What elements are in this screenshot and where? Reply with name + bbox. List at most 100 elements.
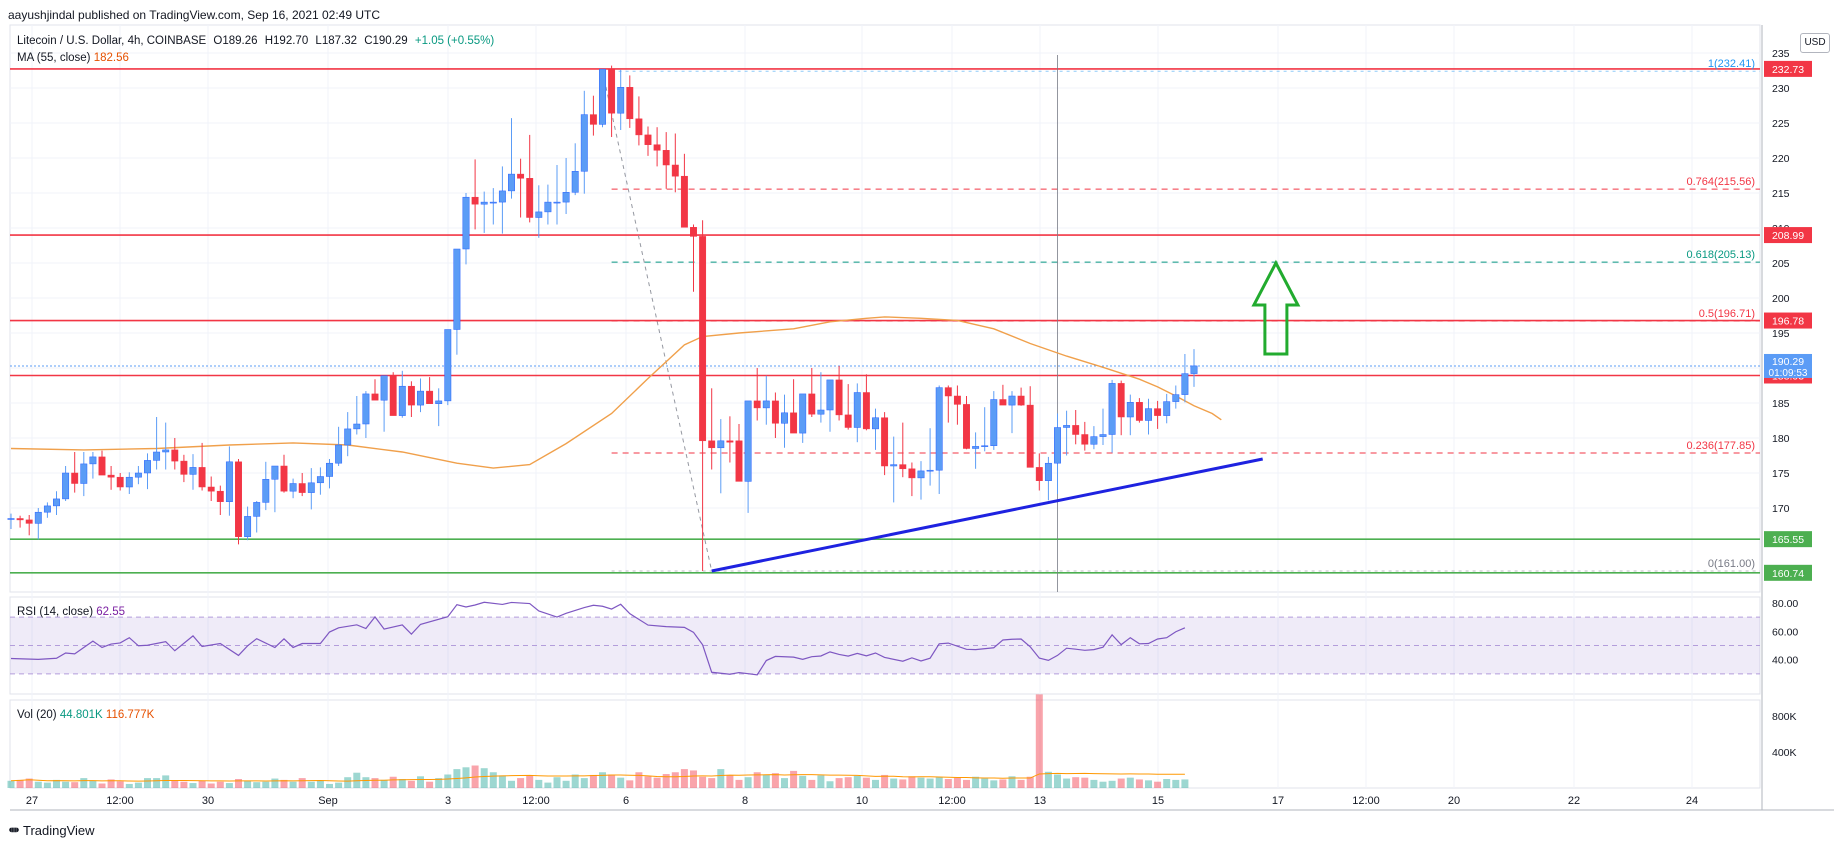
candle-body [398,385,406,416]
high-value: H192.70 [264,35,309,47]
price-tick-label: 195 [1772,328,1790,340]
candle-body [307,482,315,493]
volume-bar [990,780,998,788]
candle-body [899,464,907,470]
volume-bar [1163,779,1171,788]
volume-bar [599,772,606,788]
candle-body [89,456,97,465]
candle-body [580,114,588,172]
time-tick-label: 27 [26,795,38,807]
rsi-legend: RSI (14, close) 62.55 [17,606,125,618]
candle-body [963,404,970,449]
volume-bar [790,770,798,788]
volume-bar [526,775,534,788]
volume-legend: Vol (20) 44.801K 116.777K [17,709,154,721]
volume-bar [1145,780,1152,788]
candle-body [853,392,861,428]
level-price-badge [1764,564,1812,581]
volume-bar [16,779,24,788]
candle-body [1026,404,1034,468]
candle-body [289,483,297,492]
bar-countdown-label: 01:09:53 [1769,368,1808,379]
volume-bar [153,778,161,788]
candle-body [1044,462,1052,481]
candle-body [1181,373,1189,395]
volume-bar [744,777,752,788]
candle-body [98,456,106,476]
price-pane [9,24,1761,593]
fibonacci-level-label: 0.618(205.13) [1687,249,1756,261]
candle-body [526,178,534,218]
change-value: +1.05 (+0.55%) [414,35,495,47]
volume-bar [426,781,434,788]
volume-bar [98,783,106,788]
candle-body [571,171,579,193]
volume-bar [562,780,570,788]
fibonacci-level-label: 0.236(177.85) [1687,440,1756,452]
volume-bar [1126,777,1134,788]
volume-bar [680,769,688,788]
volume-bar [899,779,907,788]
volume-bar [116,781,124,788]
volume-bar [726,775,734,788]
candle-body [917,470,925,479]
volume-bar [7,780,15,788]
open-value: O189.26 [213,35,258,47]
candle-body [144,460,151,474]
volume-bar [225,783,233,788]
candle-body [735,440,743,482]
time-tick-label: 17 [1272,795,1284,807]
volume-bar [580,778,588,788]
candle-body [708,440,716,449]
volume-bar [872,779,879,788]
volume-bar [435,778,443,788]
volume-bar [80,778,88,788]
volume-bar [289,781,297,788]
level-price-badge [1764,60,1812,77]
candle-body [781,412,788,424]
candle-body [480,201,488,205]
candle-body [53,498,60,507]
candle-body [662,150,670,166]
tradingview-logo[interactable]: ⁌⁍ TradingView [8,822,95,839]
time-tick-label: 12:00 [106,795,134,807]
volume-bar [162,775,170,788]
rsi-line [10,601,1186,676]
time-tick-label: 12:00 [1352,795,1380,807]
rsi-tick-label: 60.00 [1772,626,1798,638]
candle-body [726,440,734,443]
volume-bar [298,778,306,788]
candle-body [926,469,934,472]
volume-bar [999,779,1007,788]
volume-bar [280,779,288,788]
candle-body [435,400,443,404]
volume-bar [817,775,825,788]
candle-body [271,465,279,480]
volume-bar [489,772,497,788]
volume-bar [881,774,889,788]
candle-body [935,387,943,471]
candle-body [380,375,388,401]
candle-body [335,444,343,464]
volume-bar [844,777,852,788]
candle-body [981,445,989,447]
candle-body [1090,436,1098,445]
candle-body [826,379,834,411]
candle-body [1135,402,1143,421]
time-tick-label: 13 [1034,795,1046,807]
candle-body [717,440,725,449]
candle-body [471,196,479,205]
candle-body [1099,434,1107,437]
volume-bar [781,778,788,788]
candle-body [1081,434,1089,445]
volume-bar [1154,781,1162,788]
candle-body [444,329,452,402]
currency-button[interactable]: USD [1800,33,1830,53]
volume-bar [362,777,370,788]
candle-body [16,518,24,521]
candle-body [953,395,961,405]
level-price-badge [1764,227,1812,244]
volume-bar [171,780,179,788]
candle-body [644,134,652,145]
